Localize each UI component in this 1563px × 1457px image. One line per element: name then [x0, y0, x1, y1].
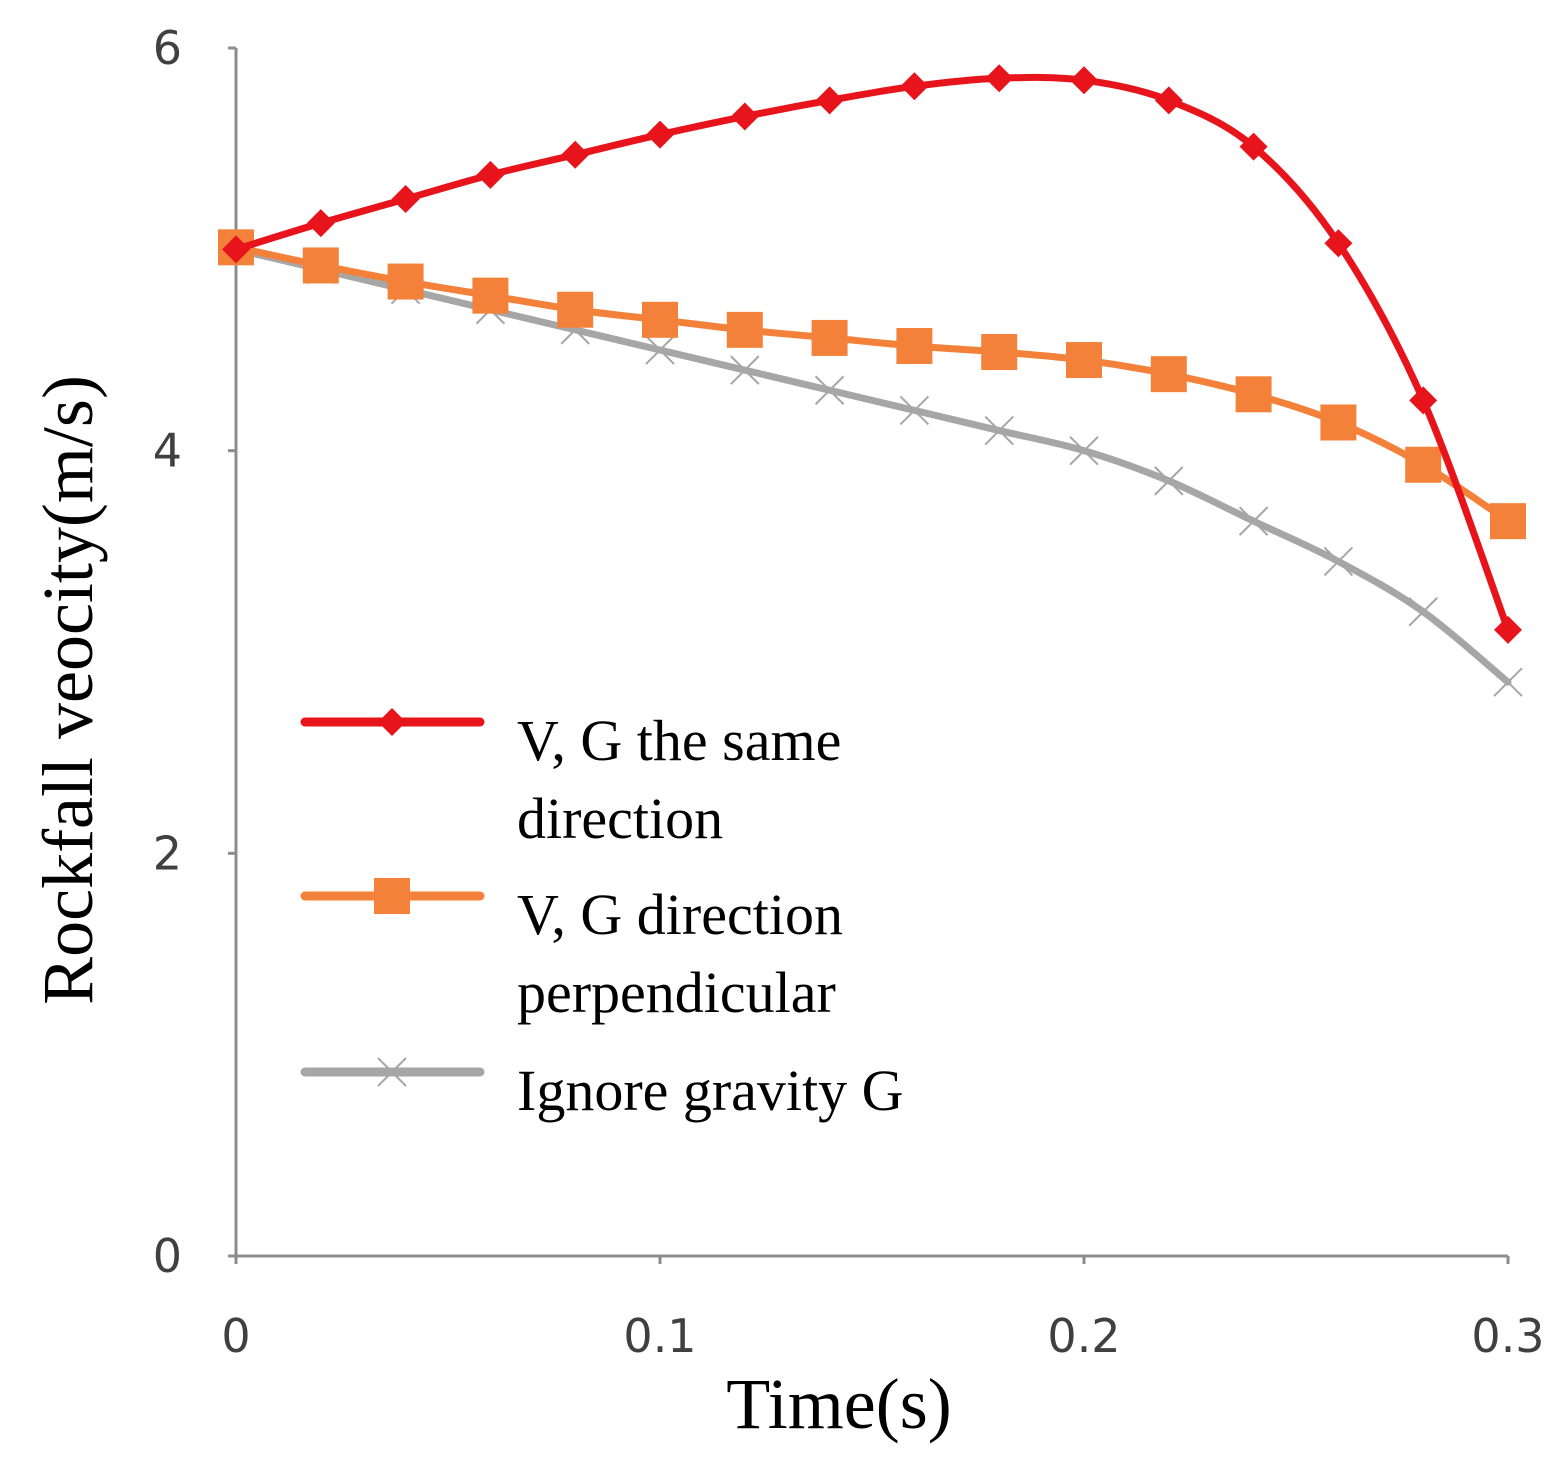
data-point	[1235, 376, 1272, 413]
series-layer	[218, 64, 1526, 697]
legend-entry-2: V, G direction perpendicular	[300, 878, 843, 1025]
data-point	[561, 140, 590, 169]
legend-entry-3: Ignore gravity G	[300, 1057, 904, 1123]
data-point	[1408, 597, 1438, 627]
series-line	[232, 245, 1512, 686]
data-point	[1320, 404, 1357, 441]
data-point	[1409, 386, 1438, 415]
data-point	[730, 102, 759, 131]
legend-marker	[374, 878, 410, 914]
data-point	[646, 120, 674, 149]
series-2	[218, 229, 1526, 540]
data-point	[391, 185, 420, 213]
data-point	[811, 319, 848, 356]
data-point	[642, 301, 678, 338]
data-point	[899, 395, 930, 426]
y-tick-label: 2	[153, 826, 182, 880]
data-point	[1070, 66, 1098, 95]
data-point	[900, 72, 929, 101]
data-point	[1150, 356, 1187, 393]
series-3	[221, 234, 1523, 697]
x-tick-label: 0.3	[1471, 1309, 1544, 1363]
legend-label: V, G direction	[517, 882, 843, 947]
y-tick-label: 4	[153, 424, 182, 478]
x-axis-title: Time(s)	[726, 1364, 951, 1444]
data-point	[1493, 667, 1523, 697]
data-point	[302, 247, 339, 284]
x-tick-label: 0.2	[1047, 1309, 1120, 1363]
ticks: 0 2 4 6 0 0.1 0.2 0.3	[153, 21, 1545, 1363]
x-tick-label: 0.1	[623, 1309, 696, 1363]
legend-entry-1: V, G the same direction	[300, 708, 841, 851]
y-tick-label: 6	[153, 21, 182, 75]
data-point	[981, 334, 1018, 371]
data-point	[1490, 503, 1526, 540]
data-point	[1494, 615, 1522, 644]
x-tick-label: 0	[221, 1309, 250, 1363]
y-axis-title: Rockfall veocity(m/s)	[28, 375, 108, 1005]
data-point	[306, 209, 335, 238]
data-point	[1154, 86, 1183, 115]
data-point	[730, 355, 760, 385]
y-tick-label: 0	[153, 1229, 182, 1283]
data-point	[472, 277, 509, 314]
data-point	[645, 335, 675, 365]
series-line	[232, 243, 1512, 525]
data-point	[815, 86, 844, 115]
data-point	[1405, 446, 1442, 483]
legend-label: perpendicular	[517, 960, 836, 1025]
data-point	[814, 375, 845, 405]
data-point	[1154, 466, 1184, 496]
data-point	[557, 291, 594, 328]
data-point	[222, 235, 250, 264]
legend-label: direction	[517, 786, 723, 851]
data-point	[1324, 229, 1353, 258]
data-point	[984, 415, 1014, 446]
series-1	[222, 64, 1522, 644]
data-point	[1069, 435, 1099, 466]
data-point	[985, 64, 1014, 93]
data-point	[1238, 506, 1269, 536]
data-point	[476, 160, 505, 189]
data-point	[1323, 546, 1354, 577]
legend-label: Ignore gravity G	[517, 1058, 904, 1123]
legend-marker	[377, 1057, 407, 1087]
data-point	[1066, 342, 1102, 379]
data-point	[726, 311, 763, 348]
data-point	[1239, 132, 1268, 161]
legend-label: V, G the same	[517, 708, 841, 773]
data-point	[387, 263, 424, 300]
legend-marker	[378, 708, 406, 736]
data-point	[896, 327, 933, 364]
legend: V, G the same direction V, G direction perp…	[300, 708, 904, 1123]
